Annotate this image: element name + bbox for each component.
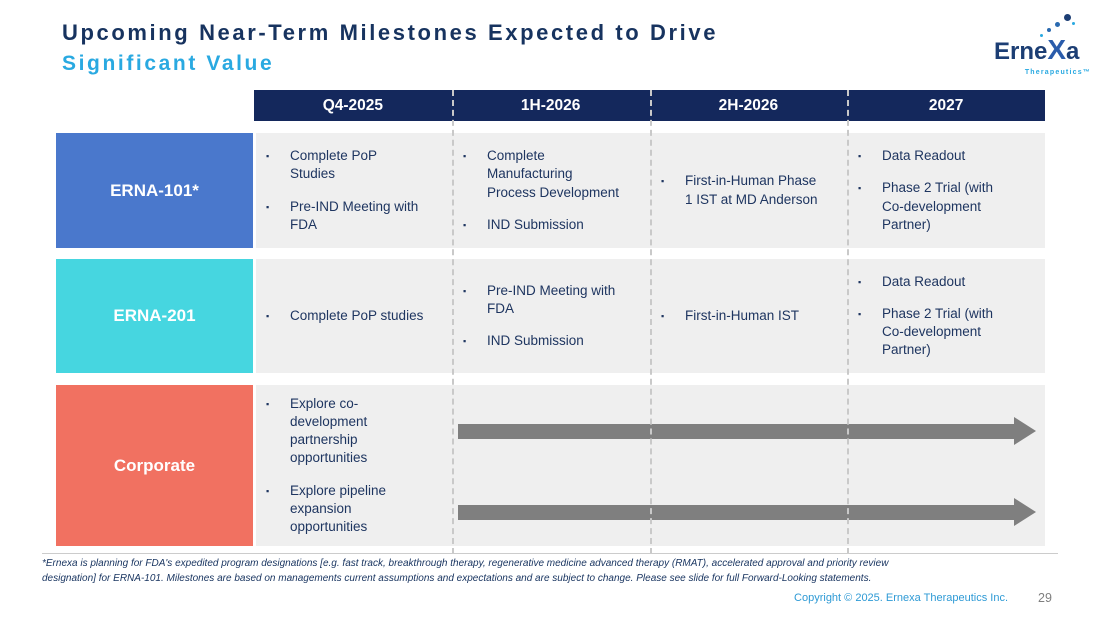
milestone-text: Explore co- development partnership oppo… xyxy=(290,395,368,466)
square-bullet-icon: ▪ xyxy=(266,151,270,162)
milestone-item: ▪ Pre-IND Meeting with FDA xyxy=(463,282,625,318)
milestone-item: ▪ Data Readout xyxy=(858,147,1019,165)
milestone-text: Complete Manufacturing Process Developme… xyxy=(487,148,620,200)
cell-erna201-2027: ▪ Data Readout ▪ Phase 2 Trial (with Co-dev… xyxy=(848,259,1045,373)
milestone-text: IND Submission xyxy=(487,216,584,232)
square-bullet-icon: ▪ xyxy=(266,310,270,321)
milestone-item: ▪ Complete PoP studies xyxy=(266,307,427,325)
timeline-column-1h-2026: 1H-2026 xyxy=(520,96,581,114)
cell-erna201-2h-2026: ▪ First-in-Human IST xyxy=(651,259,848,373)
milestone-item: ▪ IND Submission xyxy=(463,332,625,350)
milestone-text: Data Readout xyxy=(882,148,966,164)
square-bullet-icon: ▪ xyxy=(463,285,467,296)
milestone-item: ▪ IND Submission xyxy=(463,216,625,234)
timeline-header: Q4-2025 1H-2026 2H-2026 2027 xyxy=(254,90,1045,121)
logo-tagline: Therapeutics™ xyxy=(1024,69,1091,76)
cell-erna101-q4-2025: ▪ Complete PoP Studies ▪ Pre-IND Meeting wi… xyxy=(256,133,453,248)
milestone-item: ▪ Phase 2 Trial (with Co-development Part… xyxy=(858,305,1019,360)
milestone-text: IND Submission xyxy=(487,333,584,349)
square-bullet-icon: ▪ xyxy=(463,336,467,347)
timeline-column-2027: 2027 xyxy=(928,96,964,114)
logo-dot-icon xyxy=(1040,34,1043,37)
square-bullet-icon: ▪ xyxy=(858,308,862,319)
milestone-item: ▪ Explore co- development partnership opp… xyxy=(266,395,427,468)
slide-title-line1: Upcoming Near-Term Milestones Expected t… xyxy=(62,20,719,45)
logo-dot-icon xyxy=(1072,22,1075,25)
timeline-arrow-icon xyxy=(458,498,1036,526)
logo-x-glyph: X xyxy=(1047,34,1067,65)
column-divider xyxy=(847,90,849,554)
timeline-column-q4-2025: Q4-2025 xyxy=(322,96,384,114)
milestone-text: First-in-Human IST xyxy=(685,307,800,323)
square-bullet-icon: ▪ xyxy=(463,151,467,162)
logo-dot-icon xyxy=(1055,22,1060,27)
cell-erna101-2027: ▪ Data Readout ▪ Phase 2 Trial (with Co-dev… xyxy=(848,133,1045,248)
copyright-text: Copyright © 2025. Ernexa Therapeutics In… xyxy=(794,592,1008,604)
milestone-item: ▪ Phase 2 Trial (with Co-development Part… xyxy=(858,179,1019,234)
square-bullet-icon: ▪ xyxy=(266,201,270,212)
milestone-item: ▪ Complete Manufacturing Process Developm… xyxy=(463,147,625,202)
cell-erna201-1h-2026: ▪ Pre-IND Meeting with FDA ▪ IND Submission xyxy=(453,259,651,373)
milestone-text: Complete PoP Studies xyxy=(290,148,378,182)
company-logo: ErneXa Therapeutics™ xyxy=(990,12,1095,82)
milestone-text: First-in-Human Phase 1 IST at MD Anderso… xyxy=(685,173,818,207)
square-bullet-icon: ▪ xyxy=(858,276,862,287)
square-bullet-icon: ▪ xyxy=(266,485,270,496)
milestone-item: ▪ Pre-IND Meeting with FDA xyxy=(266,198,427,234)
row-label-corporate: Corporate xyxy=(56,385,253,546)
milestone-text: Data Readout xyxy=(882,273,966,289)
footnote: *Ernexa is planning for FDA's expedited … xyxy=(42,558,889,584)
milestone-text: Pre-IND Meeting with FDA xyxy=(290,198,419,232)
slide-title-line2: Significant Value xyxy=(62,52,275,75)
milestone-item: ▪ Explore pipeline expansion opportunitie… xyxy=(266,482,427,537)
milestone-text: Pre-IND Meeting with FDA xyxy=(487,282,616,316)
square-bullet-icon: ▪ xyxy=(266,398,270,409)
square-bullet-icon: ▪ xyxy=(463,219,467,230)
square-bullet-icon: ▪ xyxy=(858,183,862,194)
square-bullet-icon: ▪ xyxy=(661,310,665,321)
column-divider xyxy=(452,90,454,554)
square-bullet-icon: ▪ xyxy=(661,176,665,187)
milestone-item: ▪ Complete PoP Studies xyxy=(266,147,427,183)
row-label-erna-201: ERNA-201 xyxy=(56,259,253,373)
column-divider xyxy=(650,90,652,554)
timeline-column-2h-2026: 2H-2026 xyxy=(718,96,779,114)
logo-wordmark: ErneXa xyxy=(994,34,1080,65)
milestone-item: ▪ First-in-Human Phase 1 IST at MD Anders… xyxy=(661,172,822,208)
logo-dot-icon xyxy=(1064,14,1071,21)
milestone-text: Complete PoP studies xyxy=(290,307,424,323)
page-number: 29 xyxy=(1038,591,1052,605)
milestone-text: Phase 2 Trial (with Co-development Partn… xyxy=(882,180,994,232)
cell-corporate-q4-2025: ▪ Explore co- development partnership opp… xyxy=(256,385,453,546)
cell-erna101-1h-2026: ▪ Complete Manufacturing Process Developm… xyxy=(453,133,651,248)
milestone-item: ▪ Data Readout xyxy=(858,273,1019,291)
footer-divider xyxy=(42,553,1058,554)
milestone-item: ▪ First-in-Human IST xyxy=(661,307,822,325)
logo-dot-icon xyxy=(1047,28,1051,32)
milestone-text: Phase 2 Trial (with Co-development Partn… xyxy=(882,305,994,358)
timeline-arrow-icon xyxy=(458,417,1036,445)
cell-erna101-2h-2026: ▪ First-in-Human Phase 1 IST at MD Anders… xyxy=(651,133,848,248)
square-bullet-icon: ▪ xyxy=(858,151,862,162)
row-label-erna-101: ERNA-101* xyxy=(56,133,253,248)
cell-erna201-q4-2025: ▪ Complete PoP studies xyxy=(256,259,453,373)
milestone-text: Explore pipeline expansion opportunities xyxy=(290,482,387,535)
